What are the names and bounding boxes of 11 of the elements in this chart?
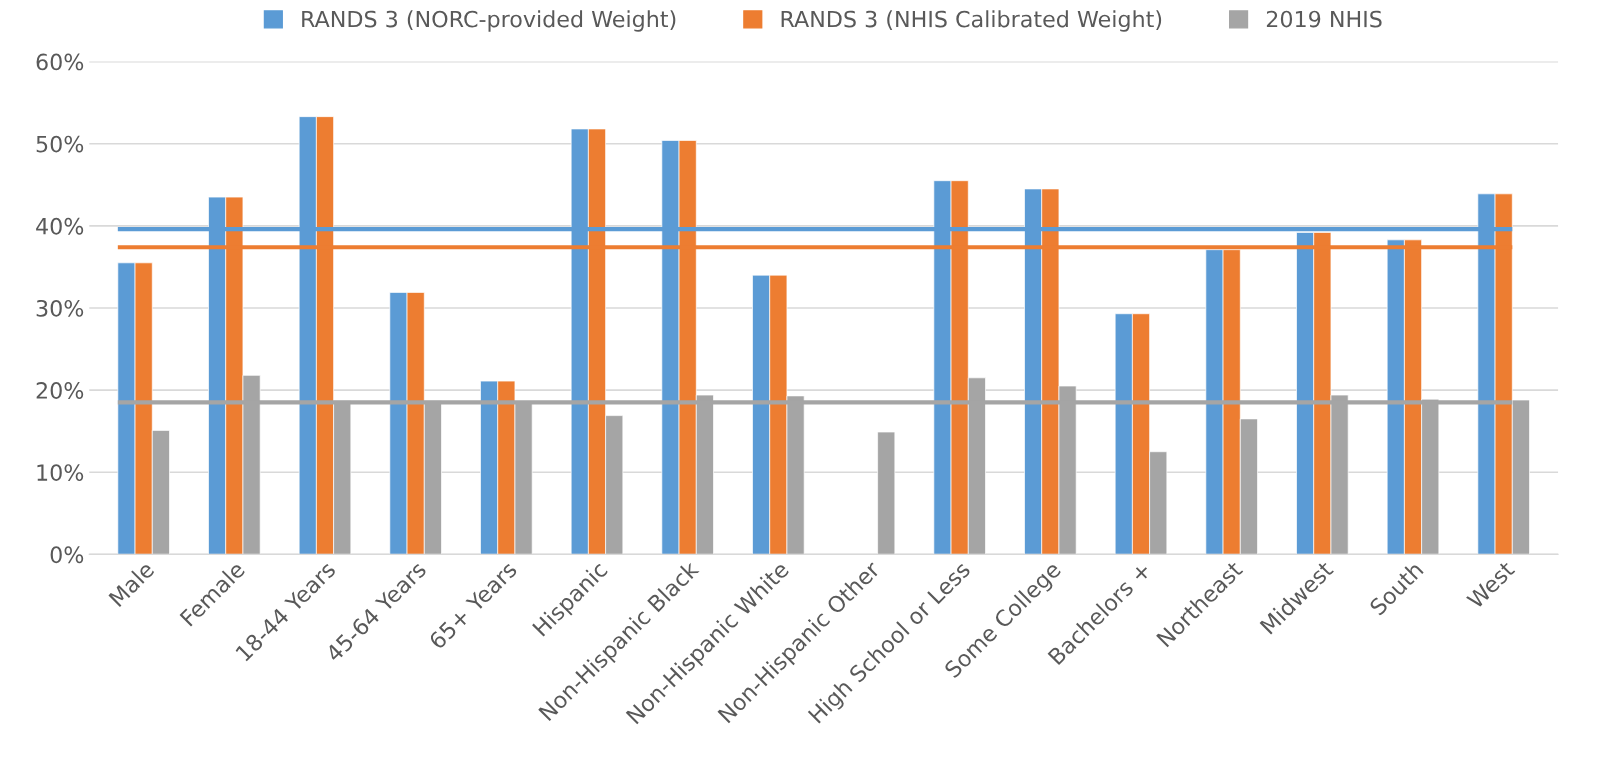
bar [877, 431, 896, 555]
y-tick-label: 40% [36, 217, 84, 235]
y-tick-label: 0% [50, 546, 84, 564]
y-tick-label: 50% [36, 135, 84, 153]
y-tick-label: 10% [37, 464, 84, 482]
y-tick-label: 20% [36, 382, 84, 399]
legend-label: RANDS 3 (NORC-provided Weight) [302, 10, 676, 32]
legend-label: RANDS 3 (NHIS Calibrated Weight) [781, 10, 1162, 32]
y-tick-label: 60% [36, 53, 84, 71]
legend-label: 2019 NHIS [1266, 10, 1382, 28]
y-tick-label: 30% [36, 299, 84, 317]
